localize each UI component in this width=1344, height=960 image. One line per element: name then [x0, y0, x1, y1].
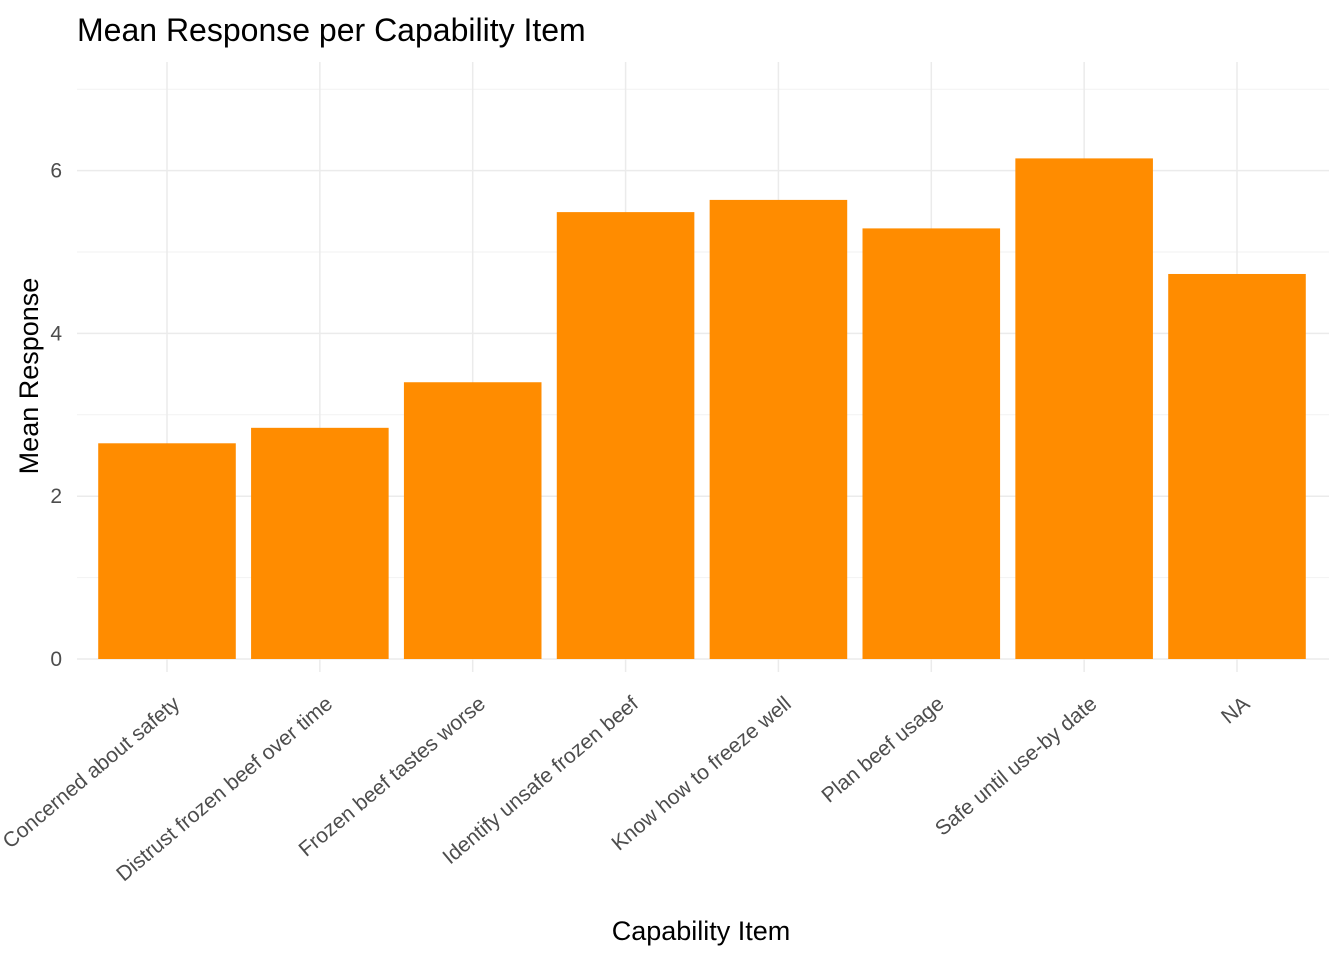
bars — [98, 158, 1306, 660]
bar — [709, 199, 848, 660]
y-tick-label: 6 — [50, 160, 62, 183]
bar — [862, 228, 1001, 660]
y-tick-label: 2 — [50, 485, 62, 508]
bar — [98, 443, 236, 659]
bar — [1015, 158, 1153, 659]
x-tick-label: Plan beef usage — [817, 692, 948, 807]
bar — [403, 382, 542, 659]
y-axis-title: Mean Response — [14, 278, 44, 475]
x-tick-label: Concerned about safety — [0, 692, 185, 853]
bar — [251, 427, 389, 659]
x-axis-title: Capability Item — [612, 916, 791, 946]
x-tick-label: NA — [1217, 692, 1254, 728]
y-tick-label: 0 — [50, 648, 62, 671]
y-tick-labels: 0 2 4 6 — [50, 160, 62, 671]
y-tick-label: 4 — [50, 322, 62, 345]
bar — [1168, 273, 1306, 659]
x-tick-label: Safe until use-by date — [931, 692, 1101, 840]
chart-title: Mean Response per Capability Item — [77, 12, 586, 48]
bar — [556, 212, 695, 659]
x-tick-label: Know how to freeze well — [607, 692, 795, 855]
